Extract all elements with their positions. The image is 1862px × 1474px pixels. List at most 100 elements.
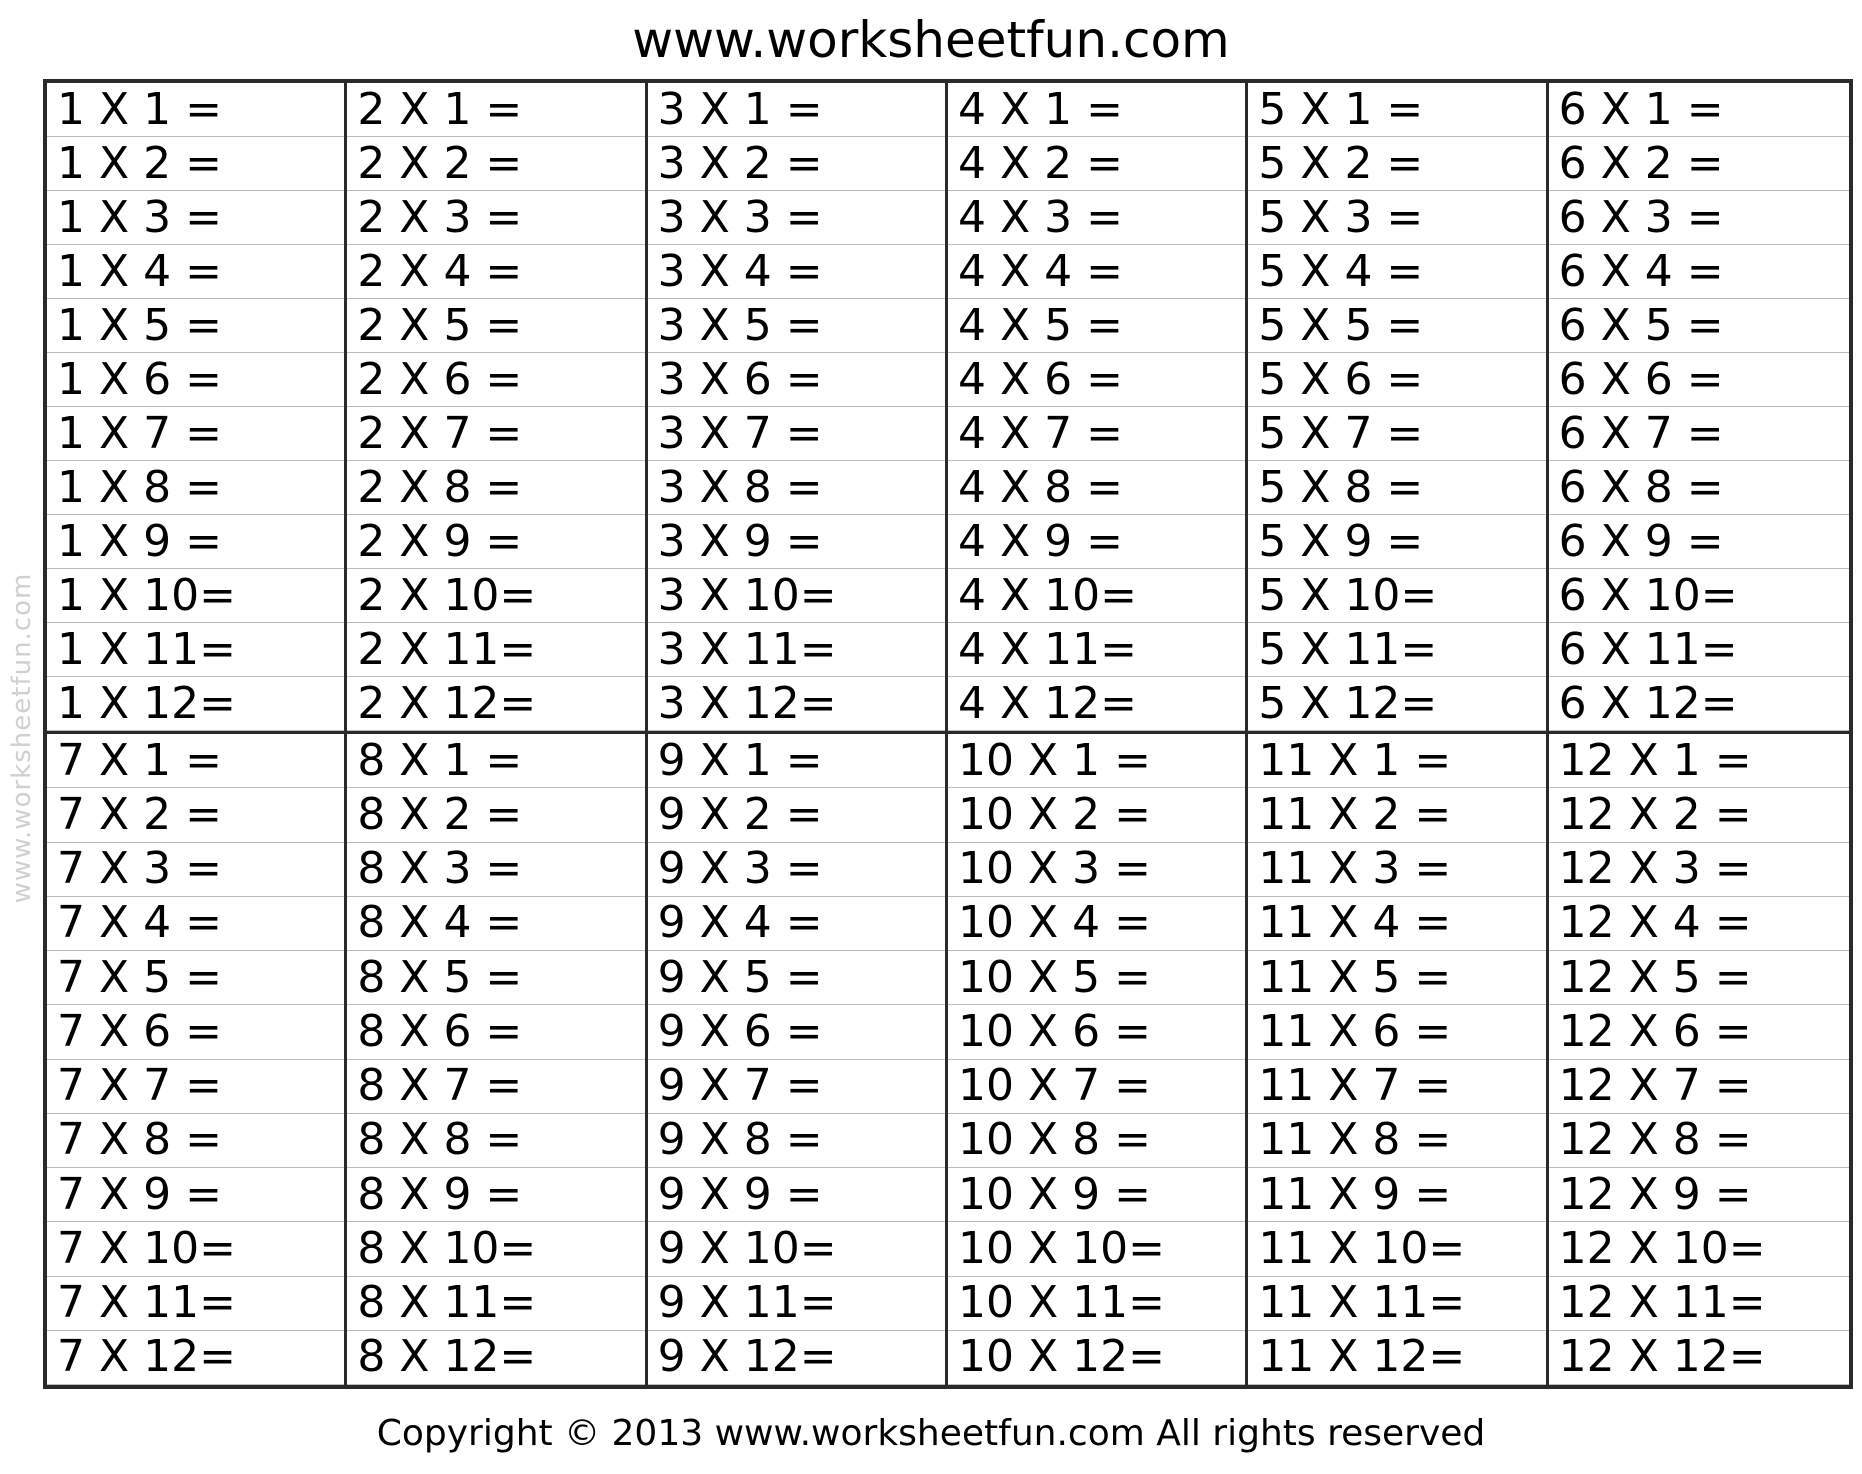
problem-row: 4 X 9 = — [948, 515, 1246, 569]
problem-row: 5 X 9 = — [1248, 515, 1546, 569]
problem-row: 10 X 3 = — [948, 843, 1246, 897]
problem-row: 12 X 7 = — [1548, 1060, 1849, 1114]
problem-row: 7 X 12= — [47, 1331, 345, 1385]
problem-row: 6 X 7 = — [1548, 407, 1849, 461]
problem-row: 7 X 7 = — [47, 1060, 345, 1114]
problem-row: 2 X 1 = — [347, 83, 645, 137]
problem-row: 1 X 11= — [47, 623, 345, 677]
problem-row: 9 X 9 = — [647, 1168, 945, 1223]
times-table-block: 2 X 1 = 2 X 2 = 2 X 3 = 2 X 4 = 2 X 5 = 2 X 6… — [347, 83, 648, 734]
problem-row: 7 X 1 = — [47, 734, 345, 789]
problem-row: 8 X 3 = — [347, 843, 645, 897]
problem-row: 8 X 11= — [347, 1277, 645, 1331]
problem-row: 9 X 5 = — [647, 951, 945, 1006]
problem-row: 2 X 11= — [347, 623, 645, 677]
problem-row: 3 X 6 = — [647, 353, 945, 407]
problem-row: 11 X 8 = — [1248, 1114, 1546, 1168]
times-table-block: 1 X 1 = 1 X 2 = 1 X 3 = 1 X 4 = 1 X 5 = 1 X 6… — [47, 83, 348, 734]
problem-row: 5 X 4 = — [1248, 245, 1546, 299]
problem-row: 11 X 2 = — [1248, 788, 1546, 843]
problem-row: 5 X 11= — [1248, 623, 1546, 677]
problem-row: 8 X 8 = — [347, 1114, 645, 1168]
problem-row: 3 X 8 = — [647, 461, 945, 515]
problem-row: 12 X 10= — [1548, 1222, 1849, 1277]
problem-row: 11 X 4 = — [1248, 897, 1546, 951]
problem-row: 4 X 7 = — [948, 407, 1246, 461]
problem-row: 12 X 5 = — [1548, 951, 1849, 1006]
times-table-block: 10 X 1 = 10 X 2 = 10 X 3 = 10 X 4 = 10 X 5 =… — [948, 734, 1249, 1385]
problem-row: 8 X 5 = — [347, 951, 645, 1006]
times-table-block: 7 X 1 = 7 X 2 = 7 X 3 = 7 X 4 = 7 X 5 = 7 X 6… — [47, 734, 348, 1385]
problem-row: 8 X 4 = — [347, 897, 645, 951]
problem-row: 10 X 1 = — [948, 734, 1246, 789]
problem-row: 5 X 1 = — [1248, 83, 1546, 137]
problem-row: 10 X 5 = — [948, 951, 1246, 1006]
problem-row: 7 X 9 = — [47, 1168, 345, 1223]
problem-row: 12 X 6 = — [1548, 1005, 1849, 1060]
times-table-block: 4 X 1 = 4 X 2 = 4 X 3 = 4 X 4 = 4 X 5 = 4 X 6… — [948, 83, 1249, 734]
problem-row: 12 X 11= — [1548, 1277, 1849, 1331]
problem-row: 11 X 12= — [1248, 1331, 1546, 1385]
worksheet-title: www.worksheetfun.com — [632, 11, 1230, 69]
watermark-text: www.worksheetfun.com — [7, 572, 37, 903]
problem-row: 1 X 12= — [47, 677, 345, 731]
problem-row: 5 X 10= — [1248, 569, 1546, 623]
problem-row: 3 X 2 = — [647, 137, 945, 191]
problem-row: 6 X 11= — [1548, 623, 1849, 677]
problem-row: 2 X 6 = — [347, 353, 645, 407]
times-table-block: 3 X 1 = 3 X 2 = 3 X 3 = 3 X 4 = 3 X 5 = 3 X 6… — [647, 83, 948, 734]
problem-row: 4 X 6 = — [948, 353, 1246, 407]
watermark: www.worksheetfun.com — [2, 545, 42, 930]
problem-row: 8 X 10= — [347, 1222, 645, 1277]
times-table-block: 9 X 1 = 9 X 2 = 9 X 3 = 9 X 4 = 9 X 5 = 9 X 6… — [647, 734, 948, 1385]
problem-row: 12 X 8 = — [1548, 1114, 1849, 1168]
problem-row: 4 X 3 = — [948, 191, 1246, 245]
problem-row: 9 X 10= — [647, 1222, 945, 1277]
times-table-block: 8 X 1 = 8 X 2 = 8 X 3 = 8 X 4 = 8 X 5 = 8 X 6… — [347, 734, 648, 1385]
problem-row: 2 X 7 = — [347, 407, 645, 461]
problem-row: 6 X 4 = — [1548, 245, 1849, 299]
problem-row: 10 X 2 = — [948, 788, 1246, 843]
problem-row: 7 X 8 = — [47, 1114, 345, 1168]
problem-row: 12 X 3 = — [1548, 843, 1849, 897]
problem-row: 3 X 7 = — [647, 407, 945, 461]
problem-row: 5 X 5 = — [1248, 299, 1546, 353]
times-table-block: 6 X 1 = 6 X 2 = 6 X 3 = 6 X 4 = 6 X 5 = 6 X 6… — [1548, 83, 1849, 734]
problem-row: 6 X 2 = — [1548, 137, 1849, 191]
problem-row: 9 X 7 = — [647, 1060, 945, 1114]
problem-row: 10 X 10= — [948, 1222, 1246, 1277]
problem-row: 6 X 6 = — [1548, 353, 1849, 407]
problem-row: 1 X 3 = — [47, 191, 345, 245]
problem-row: 7 X 2 = — [47, 788, 345, 843]
problem-row: 4 X 2 = — [948, 137, 1246, 191]
problem-row: 8 X 9 = — [347, 1168, 645, 1223]
problem-row: 1 X 2 = — [47, 137, 345, 191]
problem-row: 10 X 11= — [948, 1277, 1246, 1331]
problem-row: 6 X 9 = — [1548, 515, 1849, 569]
problem-row: 4 X 5 = — [948, 299, 1246, 353]
problem-row: 9 X 11= — [647, 1277, 945, 1331]
problem-row: 1 X 9 = — [47, 515, 345, 569]
problem-row: 5 X 2 = — [1248, 137, 1546, 191]
problem-row: 8 X 1 = — [347, 734, 645, 789]
problem-row: 4 X 4 = — [948, 245, 1246, 299]
problem-row: 2 X 4 = — [347, 245, 645, 299]
problem-row: 5 X 6 = — [1248, 353, 1546, 407]
problem-row: 7 X 10= — [47, 1222, 345, 1277]
problem-row: 2 X 10= — [347, 569, 645, 623]
problem-row: 6 X 3 = — [1548, 191, 1849, 245]
problem-row: 7 X 5 = — [47, 951, 345, 1006]
problem-row: 6 X 5 = — [1548, 299, 1849, 353]
problem-row: 11 X 9 = — [1248, 1168, 1546, 1223]
problem-row: 9 X 8 = — [647, 1114, 945, 1168]
problem-row: 5 X 3 = — [1248, 191, 1546, 245]
problem-row: 11 X 10= — [1248, 1222, 1546, 1277]
problem-row: 6 X 8 = — [1548, 461, 1849, 515]
problem-row: 4 X 10= — [948, 569, 1246, 623]
problem-row: 1 X 1 = — [47, 83, 345, 137]
problem-row: 10 X 7 = — [948, 1060, 1246, 1114]
problem-row: 6 X 12= — [1548, 677, 1849, 731]
problem-row: 5 X 12= — [1248, 677, 1546, 731]
problem-row: 2 X 3 = — [347, 191, 645, 245]
problem-row: 1 X 7 = — [47, 407, 345, 461]
